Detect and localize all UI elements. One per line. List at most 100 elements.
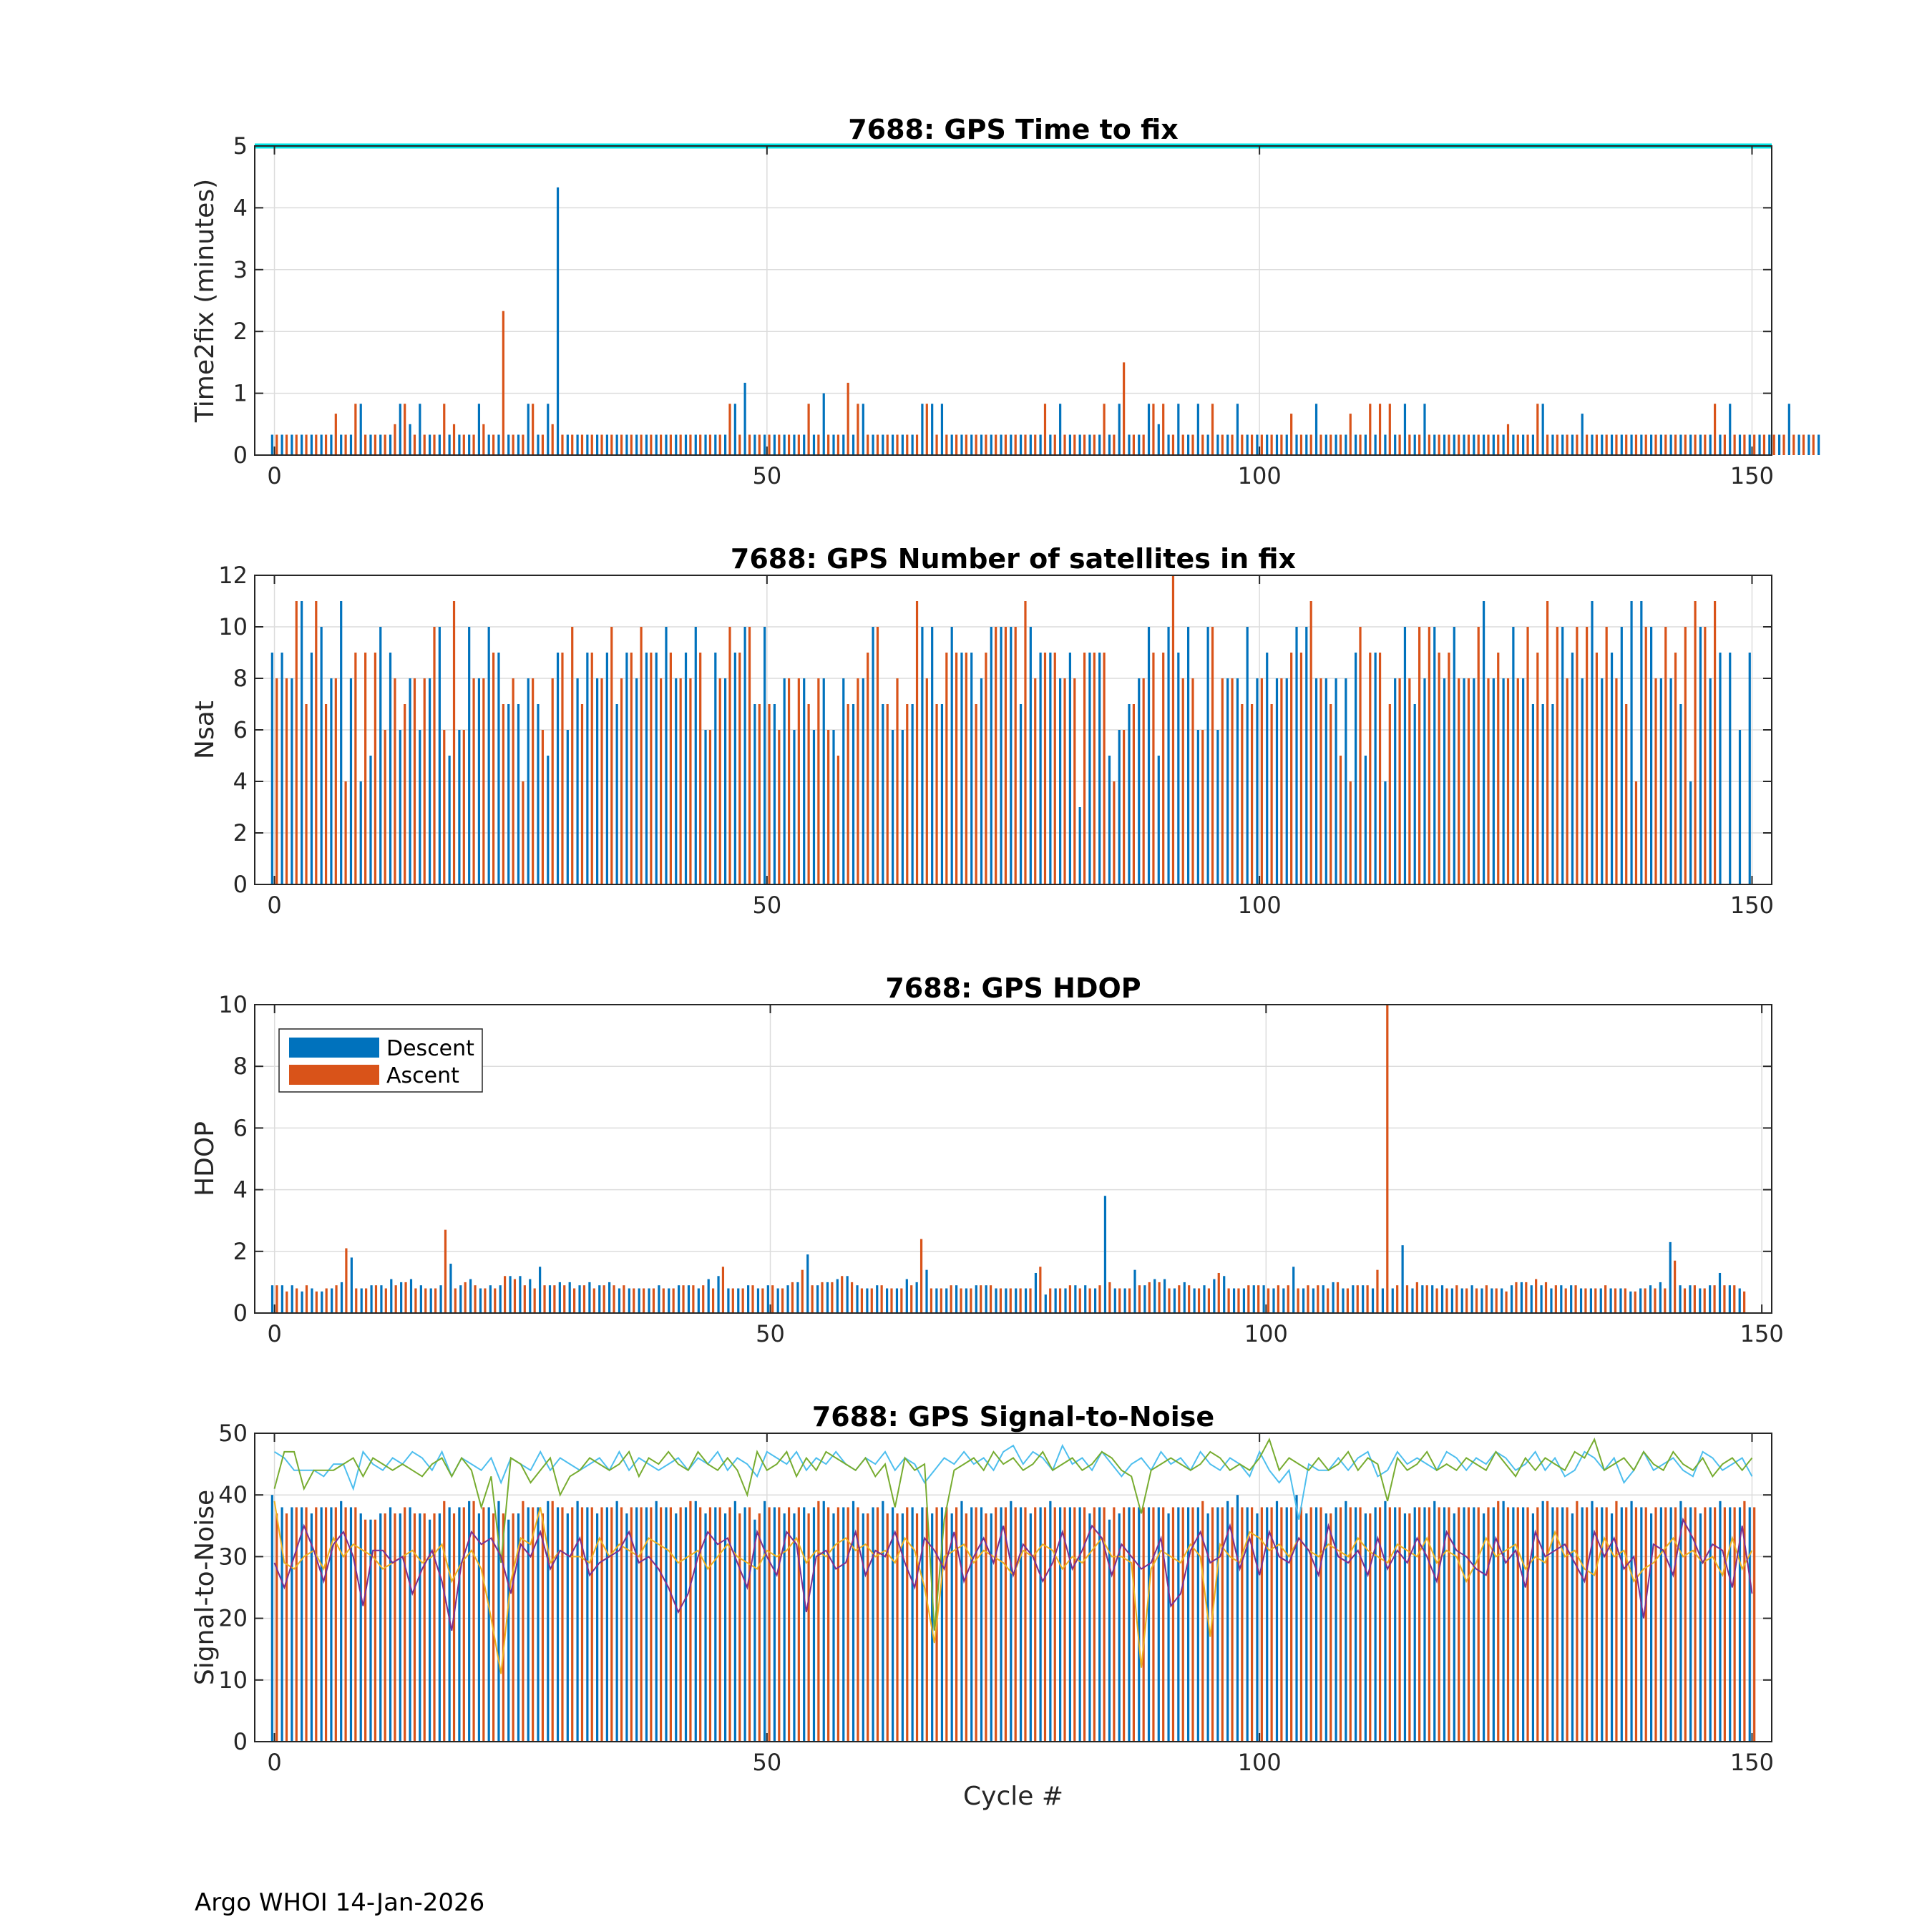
bar-descent	[1512, 434, 1515, 455]
bar-descent	[1473, 1507, 1475, 1742]
bar-ascent	[827, 730, 830, 884]
bar-descent	[1570, 1285, 1573, 1313]
bar-descent	[1098, 434, 1101, 455]
y-tick-label: 2	[233, 1238, 248, 1265]
bar-descent	[1236, 404, 1239, 455]
bar-descent	[1470, 1285, 1473, 1313]
bar-descent	[1540, 1285, 1543, 1313]
bar-descent	[940, 704, 944, 884]
bar-ascent	[857, 678, 859, 884]
bar-ascent	[906, 434, 909, 455]
bar-descent	[330, 678, 333, 884]
bar-descent	[832, 730, 835, 884]
bar-descent	[1571, 1513, 1574, 1742]
bar-descent	[1064, 1288, 1067, 1313]
bar-descent	[596, 678, 599, 884]
bar-ascent	[384, 730, 386, 884]
bar-ascent	[1317, 1285, 1319, 1313]
bar-ascent	[1319, 678, 1322, 884]
bar-descent	[517, 434, 520, 455]
bar-descent	[852, 434, 855, 455]
bar-ascent	[563, 1285, 566, 1313]
bar-descent	[1173, 1288, 1176, 1313]
bar-descent	[1601, 1507, 1604, 1742]
bar-descent	[901, 730, 904, 884]
bar-descent	[658, 1285, 660, 1313]
bar-ascent	[1339, 434, 1342, 455]
bar-ascent	[1123, 1507, 1126, 1742]
bar-ascent	[827, 434, 830, 455]
bar-ascent	[1408, 434, 1411, 455]
bar-descent	[1640, 434, 1643, 455]
bar-descent	[1000, 627, 1002, 884]
bar-ascent	[1287, 1285, 1289, 1313]
bar-ascent	[1142, 678, 1145, 884]
bar-ascent	[1536, 653, 1539, 884]
bar-descent	[468, 1501, 471, 1742]
bar-descent	[1314, 678, 1318, 884]
bar-ascent	[1142, 1507, 1145, 1742]
bar-descent	[1777, 434, 1781, 455]
bar-descent	[1463, 1507, 1465, 1742]
bar-descent	[1550, 1288, 1553, 1313]
bar-ascent	[1405, 1285, 1409, 1313]
bar-ascent	[748, 627, 751, 884]
bar-ascent	[502, 311, 504, 455]
bar-descent	[477, 678, 481, 884]
y-tick-label: 8	[233, 1053, 248, 1080]
bar-ascent	[841, 1276, 844, 1313]
bar-ascent	[275, 434, 278, 455]
y-tick-label: 40	[218, 1481, 248, 1508]
bar-descent	[360, 1288, 363, 1313]
bar-descent	[1147, 1507, 1151, 1742]
bar-ascent	[384, 1288, 387, 1313]
bar-ascent	[1438, 434, 1440, 455]
bar-descent	[615, 434, 618, 455]
bar-ascent	[1058, 1288, 1062, 1313]
x-tick-label: 100	[1244, 1320, 1288, 1347]
bar-descent	[901, 1513, 904, 1742]
bar-descent	[1423, 678, 1426, 884]
bar-ascent	[1073, 1507, 1076, 1742]
bar-descent	[1473, 434, 1475, 455]
bar-ascent	[975, 1507, 977, 1742]
bar-ascent	[1448, 1507, 1450, 1742]
bar-descent	[1728, 1285, 1731, 1313]
bar-ascent	[315, 434, 318, 455]
bar-ascent	[1162, 1507, 1165, 1742]
plot-area	[255, 146, 1772, 455]
bar-ascent	[1319, 434, 1322, 455]
bar-ascent	[660, 434, 663, 455]
bar-ascent	[945, 653, 948, 884]
bar-descent	[1394, 434, 1397, 455]
bar-descent	[822, 393, 825, 455]
bar-ascent	[1123, 730, 1126, 884]
bar-ascent	[1113, 1507, 1116, 1742]
bar-descent	[1709, 1507, 1712, 1742]
bar-ascent	[771, 1285, 774, 1313]
bar-ascent	[334, 414, 337, 455]
bar-ascent	[1586, 434, 1589, 455]
bar-ascent	[344, 781, 347, 884]
bar-descent	[1541, 704, 1544, 884]
bar-descent	[1630, 601, 1633, 884]
y-tick-label: 10	[218, 1667, 248, 1694]
bar-ascent	[1103, 653, 1106, 884]
bar-descent	[842, 678, 845, 884]
bar-descent	[310, 653, 313, 884]
bar-ascent	[1128, 1288, 1131, 1313]
bar-ascent	[1108, 1282, 1111, 1313]
bar-descent	[1226, 678, 1229, 884]
bar-ascent	[1536, 404, 1539, 455]
bar-descent	[985, 1285, 987, 1313]
bar-ascent	[787, 678, 791, 884]
bar-ascent	[1191, 1507, 1194, 1742]
bar-ascent	[344, 434, 347, 455]
bar-descent	[1059, 678, 1062, 884]
bar-descent	[439, 1285, 442, 1313]
bar-descent	[812, 1507, 816, 1742]
bar-descent	[1512, 627, 1515, 884]
bar-descent	[1163, 1279, 1166, 1313]
bar-descent	[1411, 1288, 1414, 1313]
bar-descent	[537, 434, 540, 455]
